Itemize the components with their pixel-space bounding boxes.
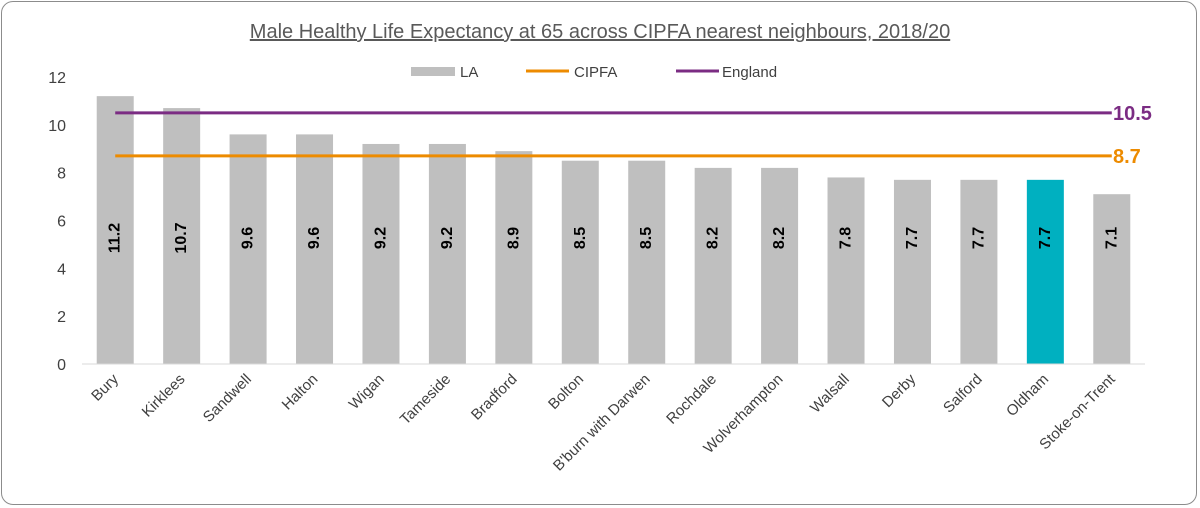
bar-tameside	[428, 143, 466, 364]
y-tick-label: 2	[57, 309, 66, 326]
x-tick-label: Bradford	[468, 371, 521, 424]
x-tick-label: Walsall	[807, 371, 853, 417]
bar-oldham	[1026, 179, 1064, 364]
x-tick-label: Sandwell	[200, 371, 255, 426]
bar-labels: 11.2 10.7 9.6 9.6 9.2 9.2 8.9 8.5 8.5 8.2 8.2 7.8 7.…	[107, 222, 1121, 253]
bar-value-label: 10.7	[173, 222, 190, 253]
bar-value-label: 9.6	[240, 227, 257, 249]
bar-salford	[960, 179, 998, 364]
bar-value-label: 8.2	[705, 227, 722, 249]
bar-walsall	[827, 177, 865, 364]
bar-derby	[893, 179, 931, 364]
x-tick-label: Derby	[879, 370, 920, 411]
y-tick-label: 6	[57, 214, 66, 231]
bar-value-label: 9.6	[306, 227, 323, 249]
reference-label-cipfa: 8.7	[1113, 146, 1141, 168]
y-tick-label: 8	[57, 166, 66, 183]
bar-value-label: 8.2	[771, 227, 788, 249]
y-tick-label: 12	[48, 70, 66, 87]
bar-value-label: 8.5	[638, 227, 655, 249]
bar-sandwell	[229, 134, 267, 364]
bars	[96, 96, 1131, 364]
bar-wolverhampton	[761, 167, 799, 364]
bar-bolton	[561, 160, 599, 364]
legend-label-la: LA	[460, 64, 478, 81]
x-tick-label: Bolton	[545, 371, 587, 413]
y-tick-label: 10	[48, 118, 66, 135]
legend-label-england: England	[722, 64, 777, 81]
bar-value-label: 8.5	[572, 227, 589, 249]
legend: LA CIPFA England	[411, 64, 777, 81]
x-tick-label: Kirklees	[139, 371, 189, 421]
legend-swatch-la	[411, 67, 455, 76]
bar-b-burn-with-darwen	[628, 160, 666, 364]
chart-title: Male Healthy Life Expectancy at 65 acros…	[250, 21, 950, 43]
bar-value-label: 7.7	[970, 227, 987, 249]
x-tick-label: Salford	[940, 371, 986, 417]
bar-halton	[296, 134, 334, 364]
bar-value-label: 9.2	[439, 227, 456, 249]
bar-stoke-on-trent	[1093, 194, 1131, 364]
bar-value-label: 7.8	[838, 227, 855, 249]
x-tick-label: Wigan	[346, 371, 388, 413]
bar-value-label: 7.7	[904, 227, 921, 249]
bar-value-label: 7.7	[1037, 227, 1054, 249]
x-tick-label: Rochdale	[663, 371, 720, 428]
bar-bury	[96, 96, 134, 364]
bar-value-label: 9.2	[372, 227, 389, 249]
bar-value-label: 7.1	[1103, 227, 1120, 249]
reference-lines: 8.7 10.5	[115, 103, 1152, 168]
bar-kirklees	[163, 108, 201, 364]
x-tick-label: Bury	[88, 370, 122, 404]
bar-bradford	[495, 151, 533, 364]
y-tick-label: 0	[57, 357, 66, 374]
bar-wigan	[362, 143, 400, 364]
bar-rochdale	[694, 167, 732, 364]
x-tick-label: Halton	[279, 371, 322, 414]
x-tick-label: Tameside	[397, 371, 454, 428]
x-tick-label: Oldham	[1003, 371, 1052, 420]
bar-value-label: 8.9	[505, 227, 522, 249]
y-axis: 0 2 4 6 8 10 12	[48, 70, 66, 374]
bar-value-label: 11.2	[107, 223, 124, 253]
reference-label-england: 10.5	[1113, 103, 1152, 125]
y-tick-label: 4	[57, 261, 66, 278]
x-axis-labels: Bury Kirklees Sandwell Halton Wigan Tameside B…	[88, 370, 1119, 474]
legend-label-cipfa: CIPFA	[574, 64, 617, 81]
